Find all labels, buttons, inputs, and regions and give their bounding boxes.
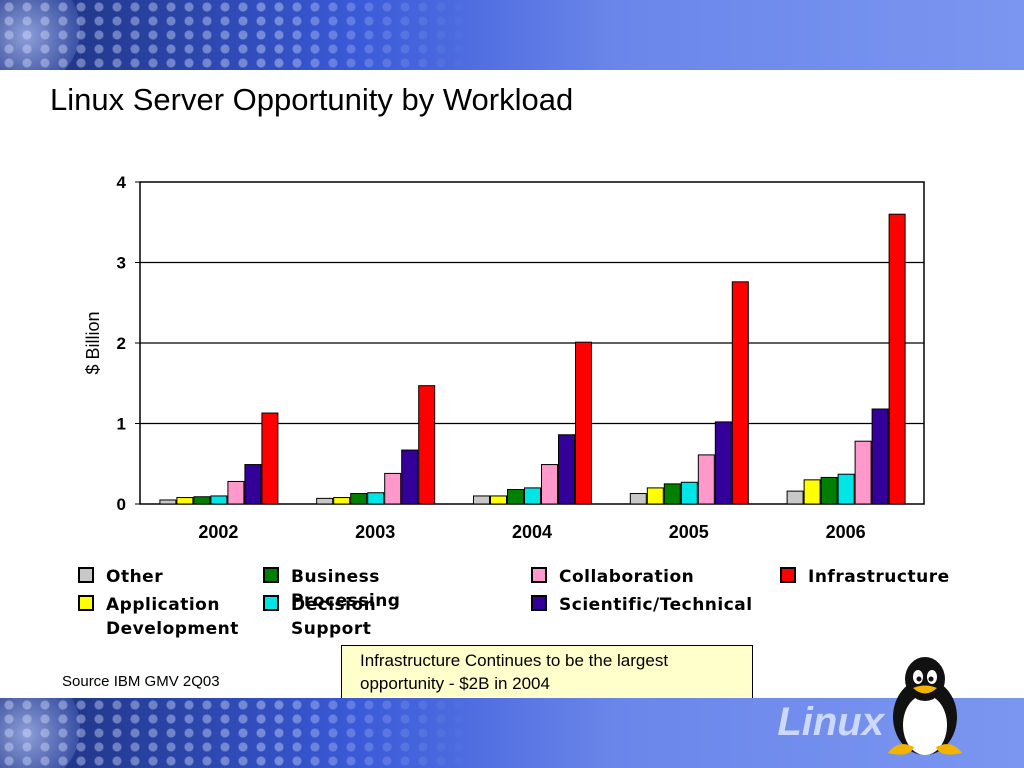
legend-swatch xyxy=(531,567,547,583)
bar xyxy=(210,495,228,505)
bar xyxy=(333,497,351,505)
bar xyxy=(820,476,838,505)
bar xyxy=(159,499,177,505)
bar xyxy=(507,489,524,505)
bar xyxy=(261,412,279,505)
y-tick-label: 3 xyxy=(117,254,126,273)
bar xyxy=(786,490,804,505)
x-tick-label: 2006 xyxy=(826,522,866,542)
callout-note: Infrastructure Continues to be the large… xyxy=(341,645,753,701)
legend-swatch xyxy=(263,567,279,583)
y-tick-label: 0 xyxy=(117,495,126,514)
bar xyxy=(473,495,490,505)
globe-graphic xyxy=(0,0,80,70)
y-tick-label: 4 xyxy=(117,173,127,192)
binary-dots-graphic xyxy=(0,698,470,768)
legend-label: Decision Support xyxy=(291,595,377,639)
bar xyxy=(490,495,507,505)
source-note: Source IBM GMV 2Q03 xyxy=(62,673,220,690)
bar xyxy=(541,464,558,505)
legend-label: Infrastructure xyxy=(808,567,950,587)
bar xyxy=(663,483,681,505)
binary-dots-graphic xyxy=(0,0,470,70)
x-tick-label: 2002 xyxy=(198,522,238,542)
bar-chart: 0 1 2 3 4 $ Billion 2002 2003 2004 2005 2006 xyxy=(83,173,925,542)
legend-swatch xyxy=(78,567,94,583)
bar xyxy=(367,492,385,505)
bar xyxy=(854,440,872,505)
legend-label: Business Processing xyxy=(291,567,401,611)
x-tick-label: 2003 xyxy=(355,522,395,542)
legend-swatch xyxy=(78,595,94,611)
linux-logo-text: Linux xyxy=(777,700,884,744)
bar xyxy=(803,479,821,505)
legend-label: Scientific/Technical xyxy=(559,595,753,615)
legend-swatch xyxy=(531,595,547,611)
bar xyxy=(227,480,245,505)
legend-label: Collaboration xyxy=(559,567,695,587)
legend-label: Application Development xyxy=(106,595,239,639)
bar xyxy=(558,434,575,505)
tux-penguin-icon xyxy=(888,657,962,755)
bar xyxy=(384,472,402,505)
bar xyxy=(418,385,436,505)
bar xyxy=(350,493,368,505)
legend-label: Other xyxy=(106,567,164,587)
bar xyxy=(731,281,749,505)
x-tick-label: 2004 xyxy=(512,522,552,542)
bar xyxy=(575,341,592,505)
bar xyxy=(244,464,262,505)
top-banner xyxy=(0,0,1024,70)
slide-title: Linux Server Opportunity by Workload xyxy=(50,82,574,117)
bar xyxy=(680,481,698,505)
bar xyxy=(316,497,334,505)
bar xyxy=(176,497,194,505)
bar xyxy=(888,213,906,505)
bar xyxy=(697,454,715,505)
legend-swatch xyxy=(263,595,279,611)
bar xyxy=(646,487,664,505)
x-tick-label: 2005 xyxy=(669,522,709,542)
y-tick-label: 2 xyxy=(117,334,126,353)
bar xyxy=(837,473,855,505)
y-axis-label: $ Billion xyxy=(83,311,103,374)
bar xyxy=(524,487,541,505)
globe-graphic xyxy=(0,698,80,768)
bar xyxy=(871,408,889,505)
bar xyxy=(401,449,419,505)
bar xyxy=(714,421,732,505)
bar xyxy=(193,496,211,505)
y-tick-label: 1 xyxy=(117,415,126,434)
bar xyxy=(629,493,647,505)
legend-swatch xyxy=(780,567,796,583)
bottom-banner xyxy=(0,698,1024,768)
